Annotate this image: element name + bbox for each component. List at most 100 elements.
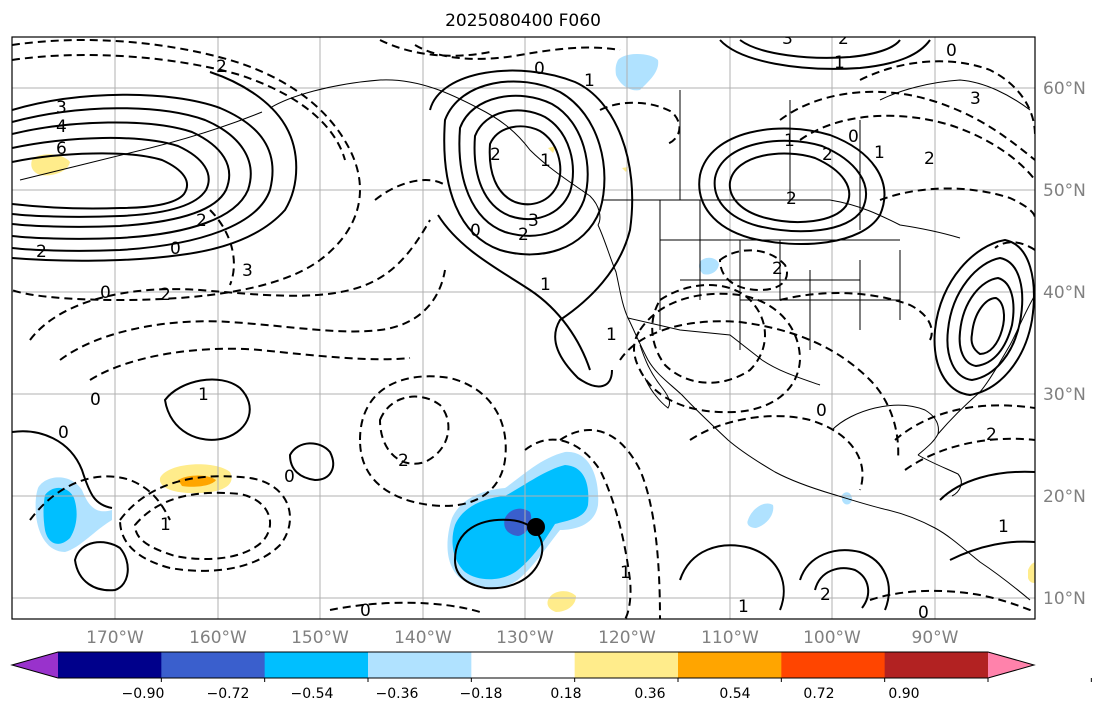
lat-label-10n: 10°N (1043, 589, 1086, 609)
contour-dashed-32 (209, 209, 235, 286)
contour-label: 0 (90, 390, 101, 410)
colorbar-extension-max (988, 652, 1034, 678)
contour-label: 2 (772, 259, 783, 279)
longitude-labels: 170°W 160°W 150°W 140°W 130°W 120°W 110°… (86, 628, 959, 648)
contour-dashed-20 (879, 187, 1035, 219)
contour-dashed-21 (651, 284, 766, 384)
contour-label: 2 (786, 189, 797, 209)
lon-label-120w: 120°W (598, 628, 656, 648)
colorbar: −0.90 −0.72 −0.54 −0.36 −0.18 0.18 0.36 … (10, 651, 1092, 702)
coastline-east (937, 294, 1035, 435)
contour-label: 1 (606, 325, 617, 345)
lon-label-170w: 170°W (86, 628, 144, 648)
contour-solid-east-2 (946, 256, 1024, 382)
contour-solid-goa-tail (437, 214, 591, 371)
contour-label: 2 (986, 425, 997, 445)
contour-dashed-24 (718, 249, 788, 292)
lon-label-130w: 130°W (496, 628, 554, 648)
contour-label: 2 (822, 145, 833, 165)
contour-solid-sub-10 (949, 540, 1035, 561)
contour-solid-sub-9 (939, 470, 1035, 501)
contour-label: 1 (738, 597, 749, 617)
contour-label: 2 (490, 145, 501, 165)
shaded-region-west-core (43, 487, 77, 544)
contour-solid-canada-2 (713, 139, 867, 233)
contour-dashed-26 (689, 415, 864, 491)
contour-solid-sub-6 (679, 544, 785, 611)
contour-label: 1 (198, 385, 209, 405)
lon-label-90w: 90°W (912, 628, 959, 648)
contour-label: 0 (816, 401, 827, 421)
colorbar-segment (471, 652, 576, 678)
shaded-region-positive-south (547, 591, 576, 612)
colorbar-tick-label: −0.54 (291, 686, 334, 702)
contour-solid-goa-2 (458, 94, 589, 237)
coastlines (19, 79, 1035, 601)
contour-label: 0 (534, 59, 545, 79)
contour-labels: 3 4 6 2 0 2 0 2 3 0 2 1 3 2 0 1 2 3 1 0 … (36, 29, 1009, 623)
contour-label: 2 (36, 242, 47, 262)
contour-solid-topright-1 (719, 39, 931, 70)
lat-label-20n: 20°N (1043, 487, 1086, 507)
gridlines (12, 37, 1035, 619)
lat-label-60n: 60°N (1043, 79, 1086, 99)
colorbar-segment (368, 652, 472, 678)
contour-dashed-2 (12, 54, 346, 161)
lat-label-50n: 50°N (1043, 181, 1086, 201)
contour-label: 2 (196, 211, 207, 231)
colorbar-segment (884, 652, 989, 678)
contour-solid-goa-1 (443, 80, 606, 256)
colorbar-segments (12, 652, 1034, 678)
contour-dashed-3 (29, 219, 431, 341)
contour-label: 2 (160, 285, 171, 305)
contour-dashed-25 (779, 292, 933, 341)
border-us-mexico (627, 317, 821, 386)
colorbar-extension-min (12, 652, 58, 678)
station-marker (527, 518, 545, 536)
map-frame (11, 36, 1036, 620)
contour-solid-nw-4 (12, 136, 210, 218)
coastline-hudson (879, 79, 1031, 111)
coastline-alaska (269, 79, 601, 226)
contour-dashed-23 (619, 320, 900, 461)
latitude-labels: 60°N 50°N 40°N 30°N 20°N 10°N (1043, 79, 1086, 609)
colorbar-tick-label: 0.18 (550, 686, 581, 702)
shaded-region-rockies-blue (699, 257, 719, 275)
contour-label: 4 (56, 117, 67, 137)
contour-label: 0 (918, 603, 929, 623)
contour-solid-canada-1 (698, 127, 886, 246)
contour-dashed-9 (378, 395, 450, 465)
contour-label: 0 (946, 41, 957, 61)
contour-solid-east-4 (970, 296, 1005, 356)
colorbar-tick-label: −0.72 (207, 686, 250, 702)
contour-dashed-1 (12, 39, 361, 302)
shaded-region-positive-east (1028, 562, 1035, 583)
colorbar-tick-label: 0.90 (888, 686, 919, 702)
colorbar-tick-label: −0.36 (376, 686, 419, 702)
contour-dashed-16 (599, 101, 681, 146)
colorbar-tick-label: −0.18 (460, 686, 503, 702)
contour-label: 3 (970, 89, 981, 109)
lon-label-100w: 100°W (803, 628, 861, 648)
colorbar-tick-label: −0.90 (122, 686, 165, 702)
lon-label-110w: 110°W (701, 628, 759, 648)
contour-dashed-29 (329, 601, 481, 613)
contour-dashed-18 (779, 90, 1035, 161)
contour-dashed-30 (869, 589, 1035, 613)
contour-label: 3 (782, 29, 793, 49)
contour-label: 0 (100, 283, 111, 303)
contour-label: 2 (838, 29, 849, 49)
coastline-baja (639, 344, 671, 409)
contour-solid-nw-6 (12, 71, 298, 262)
colorbar-tick-label: 0.54 (719, 686, 750, 702)
contour-dashed-4 (59, 269, 446, 361)
contour-label: 3 (242, 261, 253, 281)
lat-label-40n: 40°N (1043, 283, 1086, 303)
contour-label: 2 (398, 451, 409, 471)
contour-solid-sub-5 (453, 518, 544, 590)
colorbar-segment (264, 652, 369, 678)
contour-solid-sub-2 (12, 430, 113, 509)
shaded-region-dot-a (548, 146, 556, 153)
contour-solid-east-3 (958, 276, 1015, 368)
shaded-region-positive-west-core (178, 475, 216, 487)
